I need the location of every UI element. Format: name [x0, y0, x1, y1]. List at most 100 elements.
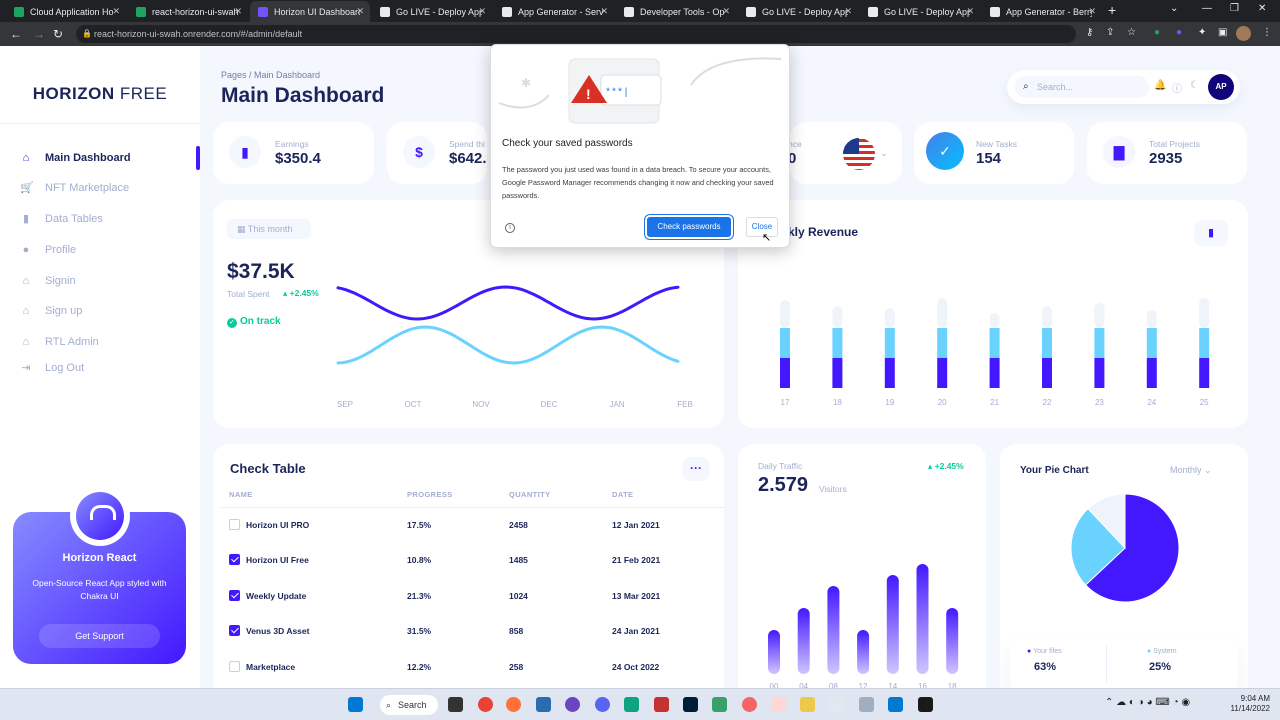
info-icon[interactable]: i — [505, 223, 515, 233]
browser-tab[interactable]: Go LIVE - Deploy App ✕ — [860, 1, 980, 22]
firefox-icon[interactable] — [506, 697, 521, 712]
app-icon[interactable] — [830, 697, 845, 712]
column-header-date[interactable]: DATE — [612, 490, 634, 499]
maximize-button[interactable]: ❐ — [1230, 3, 1239, 14]
task-view-icon[interactable] — [448, 697, 463, 712]
discord-icon[interactable] — [595, 697, 610, 712]
column-header-name[interactable]: NAME — [229, 490, 253, 499]
sidebar-item-data-tables[interactable]: ▮ Data Tables — [20, 209, 103, 229]
close-tab-icon[interactable]: ✕ — [356, 6, 364, 16]
close-tab-icon[interactable]: ✕ — [234, 6, 242, 16]
app-icon[interactable] — [859, 697, 874, 712]
close-window-button[interactable]: ✕ — [1258, 3, 1267, 14]
chevron-down-icon[interactable]: ⌄ — [880, 148, 888, 158]
taskbar-clock[interactable]: 9:04 AM 11/14/2022 — [1230, 694, 1270, 713]
sidebar-item-signin[interactable]: ⌂ Signin — [20, 271, 76, 291]
close-tab-icon[interactable]: ✕ — [1088, 6, 1096, 16]
bell-icon[interactable]: 🔔 — [1154, 80, 1167, 91]
app-icon[interactable] — [565, 697, 580, 712]
check-passwords-button[interactable]: Check passwords — [647, 217, 731, 237]
new-tab-button[interactable]: + — [1108, 2, 1117, 18]
app-icon[interactable] — [536, 697, 551, 712]
photoshop-icon[interactable] — [683, 697, 698, 712]
table-row[interactable]: Horizon UI Free 10.8% 1485 21 Feb 2021 — [229, 550, 724, 570]
chevron-down-icon[interactable]: ⌄ — [1170, 3, 1179, 14]
moon-icon[interactable]: ☾ — [1190, 80, 1199, 91]
period-badge[interactable]: ▦ This month — [227, 219, 311, 239]
star-icon[interactable]: ☆ — [1127, 27, 1136, 38]
forward-icon[interactable]: → — [33, 27, 45, 41]
period-select[interactable]: Monthly ⌄ — [1170, 465, 1212, 475]
folder-icon[interactable] — [800, 697, 815, 712]
url-field[interactable]: 🔒 react-horizon-ui-swah.onrender.com/#/a… — [76, 25, 1076, 43]
minimize-button[interactable]: — — [1202, 3, 1212, 14]
close-tab-icon[interactable]: ✕ — [966, 6, 974, 16]
search-input[interactable]: ⌕ Search... — [1015, 76, 1149, 98]
vscode-icon[interactable] — [888, 697, 903, 712]
table-row[interactable]: Venus 3D Asset 31.5% 858 24 Jan 2021 — [229, 621, 724, 641]
extension-icon[interactable]: ● — [1176, 27, 1183, 38]
table-row[interactable]: Weekly Update 21.3% 1024 13 Mar 2021 — [229, 586, 724, 606]
extension-icon[interactable]: ● — [1154, 27, 1161, 38]
app-icon[interactable] — [654, 697, 669, 712]
close-tab-icon[interactable]: ✕ — [600, 6, 608, 16]
row-checkbox[interactable] — [229, 660, 240, 672]
profile-avatar[interactable] — [1236, 26, 1251, 41]
table-row[interactable]: Marketplace 12.2% 258 24 Oct 2022 — [229, 657, 724, 677]
share-icon[interactable]: ⇪ — [1106, 27, 1115, 38]
close-tab-icon[interactable]: ✕ — [722, 6, 730, 16]
app-icon[interactable] — [712, 697, 727, 712]
app-icon[interactable] — [771, 697, 786, 712]
revenue-bar — [1094, 303, 1105, 328]
brand-logo[interactable]: HORIZON FREE — [32, 84, 168, 103]
more-options-icon[interactable]: ··· — [683, 457, 709, 481]
browser-tab[interactable]: react-horizon-ui-swah ✕ — [128, 1, 248, 22]
flag-icon[interactable] — [842, 137, 876, 171]
sidebar-item-sign-up[interactable]: ⌂ Sign up — [20, 301, 83, 321]
terminal-icon[interactable] — [918, 697, 933, 712]
sidepanel-icon[interactable]: ▣ — [1218, 27, 1228, 38]
browser-tab[interactable]: Go LIVE - Deploy App ✕ — [372, 1, 492, 22]
row-checkbox[interactable] — [229, 554, 240, 566]
browser-tab[interactable]: Cloud Application Ho ✕ — [6, 1, 126, 22]
breadcrumb[interactable]: Pages / Main Dashboard — [221, 70, 321, 80]
revenue-bar — [780, 328, 790, 358]
browser-tab[interactable]: Developer Tools - Op ✕ — [616, 1, 736, 22]
browser-tab[interactable]: App Generator - Berry ✕ — [982, 1, 1102, 22]
puzzle-icon[interactable]: ✦ — [1198, 27, 1207, 38]
column-header-quantity[interactable]: QUANTITY — [509, 490, 551, 499]
browser-tab[interactable]: Go LIVE - Deploy App ✕ — [738, 1, 858, 22]
reload-icon[interactable]: ↻ — [53, 27, 64, 41]
taskbar-search[interactable]: ⌕ Search — [380, 695, 438, 715]
row-checkbox[interactable] — [229, 589, 240, 601]
table-row[interactable]: Horizon UI PRO 17.5% 2458 12 Jan 2021 — [229, 515, 724, 535]
close-button[interactable]: Close — [746, 217, 778, 237]
chrome-icon[interactable] — [478, 697, 493, 712]
bar-chart-icon[interactable]: ▮ — [1194, 220, 1228, 246]
key-icon[interactable]: ⚷ — [1086, 27, 1094, 38]
info-icon[interactable]: ⓘ — [1172, 84, 1182, 95]
column-header-progress[interactable]: PROGRESS — [407, 490, 453, 499]
close-tab-icon[interactable]: ✕ — [478, 6, 486, 16]
sidebar-item-profile[interactable]: ● Profile — [20, 240, 77, 260]
windows-start-icon[interactable] — [348, 697, 363, 712]
app-icon[interactable] — [742, 697, 757, 712]
get-support-button[interactable]: Get Support — [39, 624, 160, 648]
sidebar-item-log-out[interactable]: ⇥ Log Out — [20, 358, 84, 378]
close-tab-icon[interactable]: ✕ — [844, 6, 852, 16]
browser-tab[interactable]: App Generator - Serv ✕ — [494, 1, 614, 22]
person-icon: ● — [22, 244, 30, 256]
browser-tab[interactable]: Horizon UI Dashboard ✕ — [250, 1, 370, 22]
sidebar-item-nft-marketplace[interactable]: 🛒 NFT Marketplace — [20, 178, 129, 198]
close-tab-icon[interactable]: ✕ — [112, 6, 120, 16]
app-icon[interactable] — [624, 697, 639, 712]
sidebar-item-main-dashboard[interactable]: ⌂ Main Dashboard — [20, 148, 131, 168]
sidebar-item-rtl-admin[interactable]: ⌂ RTL Admin — [20, 332, 99, 352]
row-checkbox[interactable] — [229, 519, 240, 530]
menu-icon[interactable]: ⋮ — [1262, 27, 1272, 38]
avatar[interactable]: AP — [1208, 74, 1234, 100]
system-tray-icons[interactable]: ⌃ ☁ ◐ ◑ ◕ ⌨ ◔ ◉ — [1105, 697, 1191, 708]
back-icon[interactable]: ← — [10, 27, 22, 41]
row-checkbox[interactable] — [229, 625, 240, 637]
traffic-bar — [886, 575, 899, 674]
